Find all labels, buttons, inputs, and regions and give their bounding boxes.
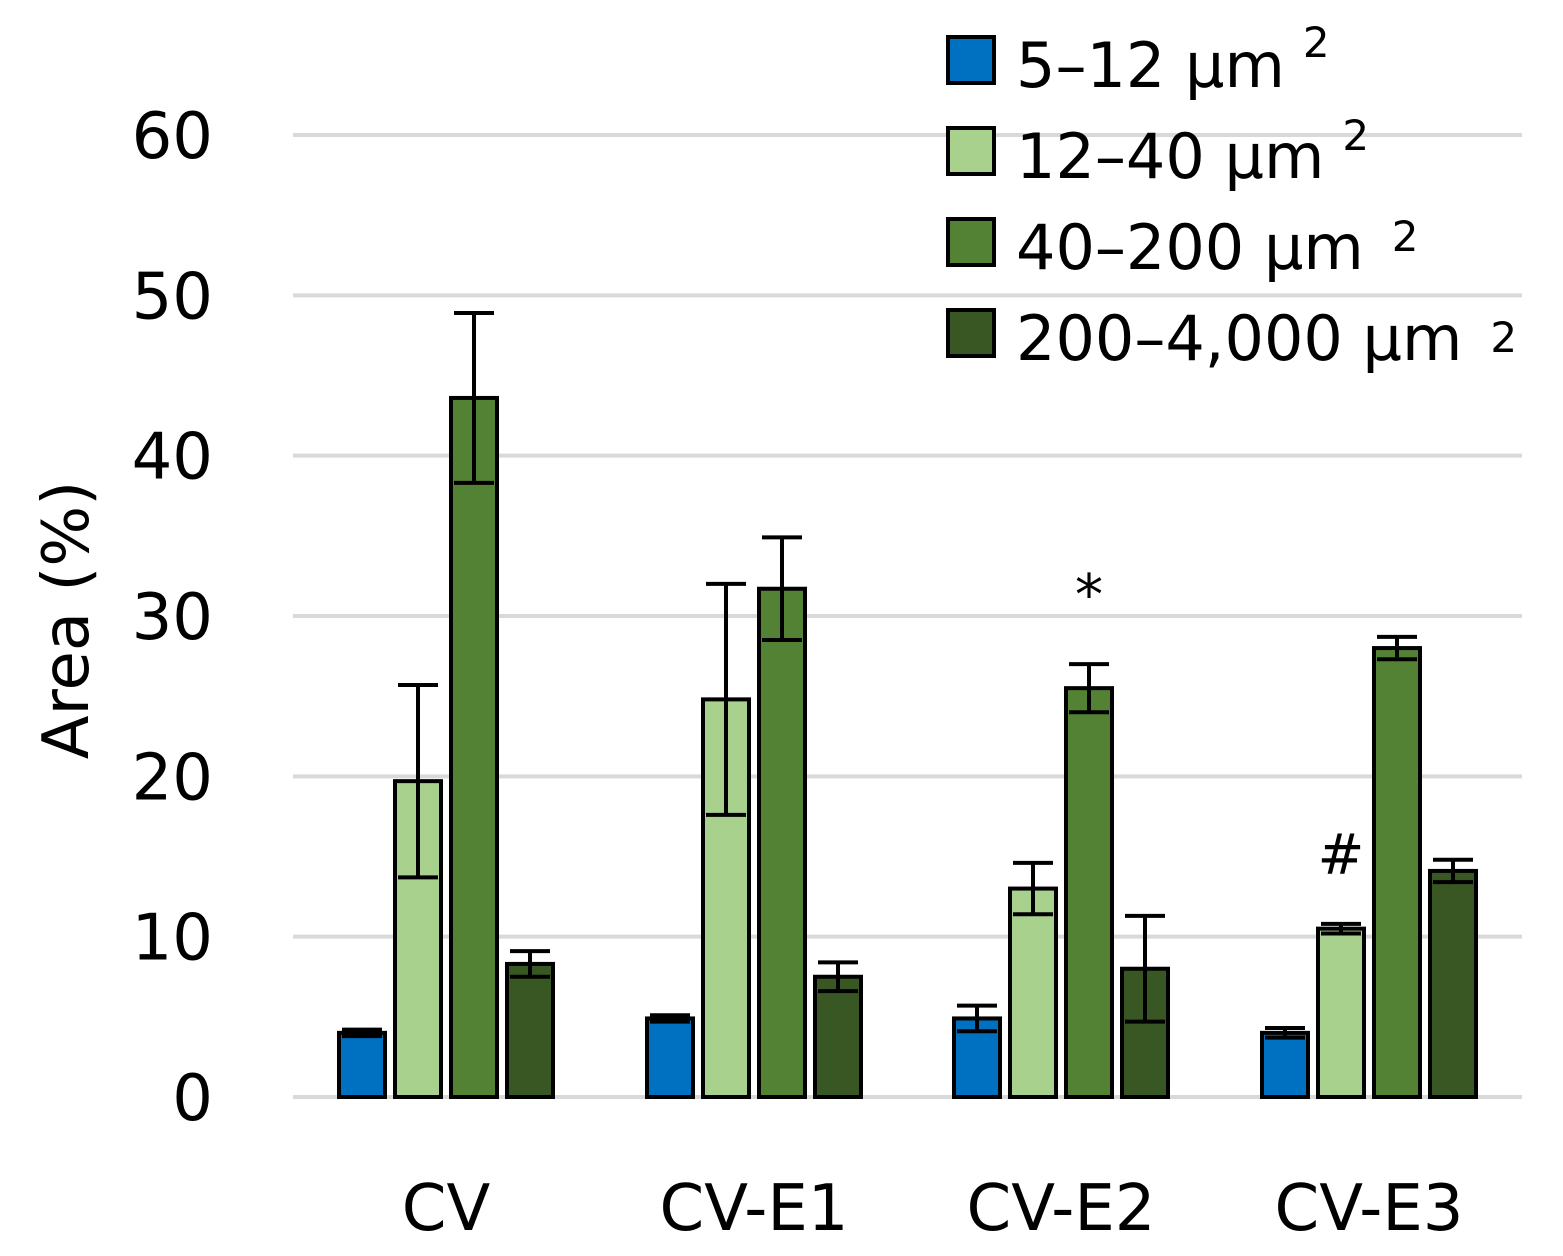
x-axis-category-labels: CV CV-E1 CV-E2 CV-E3 bbox=[402, 1172, 1464, 1246]
significance-marker: * bbox=[1075, 563, 1103, 628]
annotations: *# bbox=[1075, 563, 1364, 888]
y-tick-label: 30 bbox=[132, 581, 213, 655]
y-tick-label: 0 bbox=[172, 1062, 213, 1136]
x-category-label: CV-E2 bbox=[967, 1172, 1156, 1246]
y-tick-label: 20 bbox=[132, 741, 213, 815]
bar-cv-e3-series-1 bbox=[1260, 1030, 1310, 1100]
bar-cv-e2-series-2 bbox=[1008, 886, 1058, 1099]
legend-swatch bbox=[946, 35, 996, 85]
bar-cv-e3-series-4 bbox=[1428, 868, 1478, 1099]
y-tick-label: 50 bbox=[132, 260, 213, 334]
legend-label: 200–4,000 µm bbox=[1016, 302, 1462, 375]
legend-swatch bbox=[946, 308, 996, 358]
y-axis-tick-labels: 0 10 20 30 40 50 60 bbox=[132, 100, 213, 1136]
significance-marker: # bbox=[1318, 823, 1365, 888]
legend-unit-superscript: 2 bbox=[1490, 313, 1517, 362]
legend-unit-superscript: 2 bbox=[1392, 212, 1419, 261]
bar-cv-e3-series-2 bbox=[1316, 926, 1366, 1100]
legend-swatch bbox=[946, 217, 996, 267]
y-tick-label: 60 bbox=[132, 100, 213, 174]
error-bars bbox=[342, 310, 1473, 1040]
bar-cv-e1-series-4 bbox=[813, 974, 863, 1099]
bar-cv-e1-series-1 bbox=[645, 1016, 695, 1099]
legend-label: 12–40 µm bbox=[1016, 120, 1324, 193]
bar-cv-series-3 bbox=[449, 395, 499, 1099]
y-axis-title: Area (%) bbox=[30, 481, 104, 759]
legend-unit-superscript: 2 bbox=[1342, 111, 1369, 160]
legend-label: 5–12 µm bbox=[1016, 29, 1285, 102]
legend-label: 40–200 µm bbox=[1016, 211, 1364, 284]
x-category-label: CV bbox=[402, 1172, 491, 1246]
bar-cv-series-4 bbox=[505, 961, 555, 1099]
x-category-label: CV-E3 bbox=[1275, 1172, 1464, 1246]
bar-cv-series-1 bbox=[337, 1030, 387, 1100]
legend-swatch bbox=[946, 126, 996, 176]
bar-cv-e2-series-3 bbox=[1064, 686, 1114, 1100]
bar-cv-e1-series-3 bbox=[757, 586, 807, 1099]
y-tick-label: 10 bbox=[132, 902, 213, 976]
bars bbox=[337, 395, 1478, 1100]
x-category-label: CV-E1 bbox=[660, 1172, 849, 1246]
y-tick-label: 40 bbox=[132, 421, 213, 495]
legend-unit-superscript: 2 bbox=[1303, 18, 1330, 67]
bar-cv-e3-series-3 bbox=[1372, 646, 1422, 1099]
legend: 5–12 µm 2 12–40 µm 2 40–200 µm 2 200–4,000 µm 2 bbox=[946, 18, 1517, 375]
